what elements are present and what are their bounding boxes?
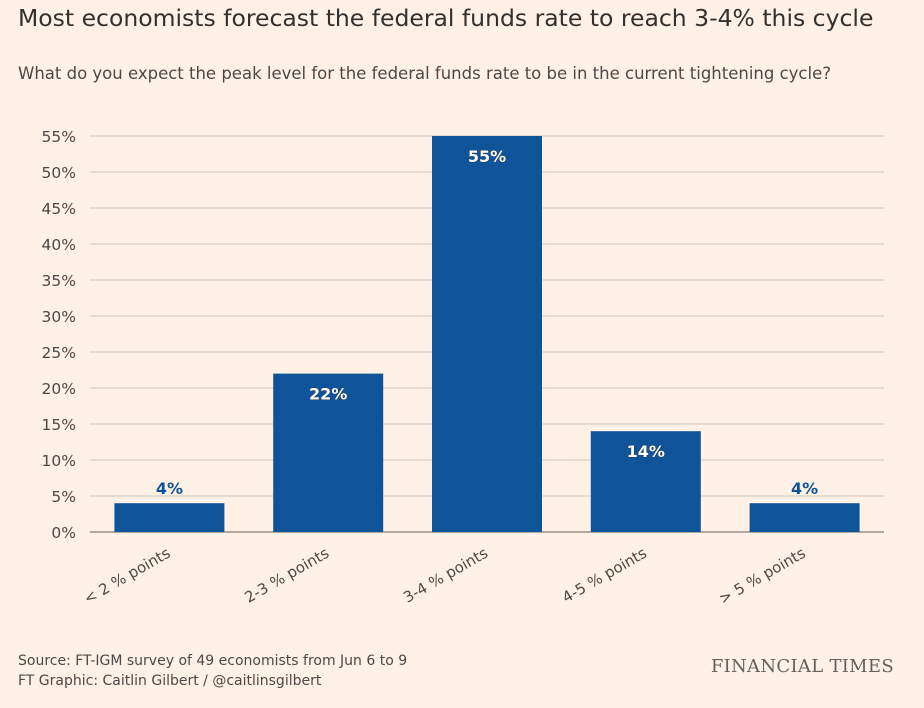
- bar: [114, 503, 225, 532]
- graphic-credit: FT Graphic: Caitlin Gilbert / @caitlinsg…: [18, 673, 322, 689]
- y-tick-label: 0%: [51, 524, 76, 542]
- bar: [749, 503, 860, 532]
- data-label: 22%: [309, 385, 347, 404]
- bar: [590, 431, 701, 532]
- y-tick-label: 15%: [42, 416, 76, 434]
- x-tick-label: 3-4 % points: [400, 544, 491, 607]
- data-label: 14%: [627, 442, 665, 461]
- y-tick-label: 50%: [42, 164, 76, 182]
- x-tick-label: 2-3 % points: [241, 544, 332, 607]
- data-label: 55%: [468, 147, 506, 166]
- data-label: 4%: [791, 479, 818, 498]
- y-tick-label: 10%: [42, 452, 76, 470]
- y-tick-label: 35%: [42, 272, 76, 290]
- source-note: Source: FT-IGM survey of 49 economists f…: [18, 651, 407, 691]
- bar: [273, 373, 384, 532]
- y-tick-label: 30%: [42, 308, 76, 326]
- x-tick-label: > 5 % points: [716, 544, 809, 608]
- bar: [432, 136, 542, 532]
- chart-subtitle: What do you expect the peak level for th…: [18, 64, 831, 83]
- data-label: 4%: [156, 479, 183, 498]
- y-tick-label: 55%: [42, 128, 76, 146]
- source-text: Source: FT-IGM survey of 49 economists f…: [18, 653, 408, 669]
- ft-logo: FINANCIAL TIMES: [710, 656, 894, 677]
- y-tick-label: 20%: [42, 380, 76, 398]
- x-tick-label: 4-5 % points: [559, 544, 650, 607]
- y-tick-label: 45%: [42, 200, 76, 218]
- y-tick-label: 40%: [42, 236, 76, 254]
- y-tick-label: 25%: [42, 344, 76, 362]
- y-tick-label: 5%: [51, 488, 76, 506]
- x-tick-label: < 2 % points: [81, 544, 174, 608]
- bar-chart: 0% 5% 10% 15% 20% 25% 30% 35% 40% 45% 50% 55% 4% < 2 …: [42, 128, 884, 608]
- chart-title: Most economists forecast the federal fun…: [18, 4, 874, 32]
